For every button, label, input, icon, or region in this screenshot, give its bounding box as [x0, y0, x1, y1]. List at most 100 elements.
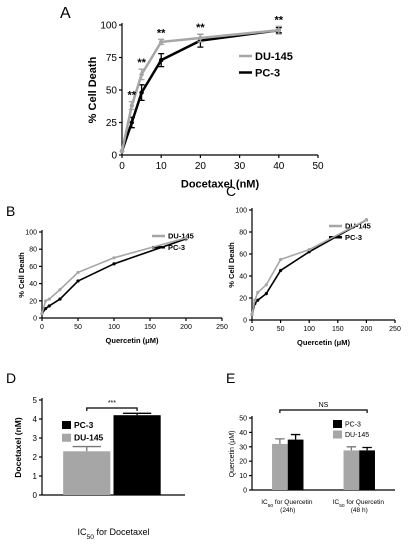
data-point — [76, 270, 80, 275]
panel-label: D — [6, 370, 16, 386]
legend-swatch — [333, 430, 342, 439]
y-axis-label: Docetaxel (nM) — [13, 417, 23, 478]
legend-label: PC-3 — [255, 67, 280, 79]
y-tick-label: 100 — [100, 21, 117, 32]
y-tick-label: 40 — [239, 430, 247, 437]
y-tick-label: 80 — [239, 229, 247, 236]
x-tick-label: 250 — [389, 326, 401, 333]
legend-swatch — [62, 421, 71, 429]
significance: ** — [137, 57, 146, 69]
significance: ** — [196, 22, 205, 34]
panel-label: E — [226, 370, 235, 386]
data-point — [307, 250, 311, 254]
legend-label: PC-3 — [345, 421, 361, 428]
data-point — [58, 288, 62, 292]
x-tick-label: 250 — [216, 324, 228, 331]
x-tick-label: 100 — [303, 326, 315, 333]
data-point — [58, 297, 62, 301]
y-tick-label: 60 — [29, 264, 37, 271]
series-line — [120, 28, 279, 152]
x-tick-label: 50 — [277, 326, 285, 333]
data-point — [256, 298, 260, 302]
data-point — [253, 298, 257, 302]
bar — [63, 451, 111, 495]
y-axis-label: % Cell Death — [227, 242, 236, 288]
data-point — [250, 312, 254, 317]
y-tick-label: 10 — [239, 473, 247, 480]
legend-label: DU-145 — [255, 51, 293, 63]
x-axis-label: Docetaxel (nM) — [181, 178, 260, 190]
legend-label: PC-3 — [168, 243, 185, 252]
panel-label: C — [226, 183, 236, 199]
y-tick-label: 20 — [239, 295, 247, 302]
x-tick-label: 50 — [312, 161, 324, 172]
x-tick-label: 30 — [234, 161, 246, 172]
data-point — [47, 304, 51, 308]
data-point — [279, 257, 283, 262]
legend-swatch — [333, 420, 342, 428]
data-point — [184, 236, 188, 240]
bar — [272, 443, 288, 490]
bar — [343, 450, 360, 490]
bar — [359, 450, 375, 490]
y-axis-label: Quercetin (μM) — [229, 431, 236, 478]
x-tick-label: 0 — [40, 324, 44, 331]
legend-label: PC-3 — [74, 420, 94, 430]
data-point — [264, 283, 268, 287]
x-tick-label: 0 — [250, 326, 254, 333]
significance: *** — [108, 400, 116, 407]
x-axis-label: Quercetin (μM) — [106, 336, 159, 345]
y-tick-label: 100 — [235, 207, 247, 214]
error-bar — [128, 101, 135, 111]
y-tick-label: 100 — [25, 229, 37, 236]
x-tick-label: 200 — [361, 326, 373, 333]
x-tick-label: 0 — [119, 161, 125, 172]
panel-label: B — [6, 203, 15, 219]
significance: NS — [319, 402, 329, 409]
data-point — [364, 218, 368, 222]
category-label: IC50 for Quercetin (48 h) — [333, 499, 386, 514]
legend-label: PC-3 — [345, 233, 362, 242]
x-tick-label: 100 — [108, 324, 120, 331]
legend-label: DU-145 — [345, 222, 371, 231]
y-tick-label: 0 — [33, 491, 38, 500]
y-tick-label: 40 — [29, 281, 37, 288]
y-tick-label: 4 — [33, 415, 38, 424]
category-label: IC50 for Quercetin (24h) — [261, 499, 314, 514]
data-point — [47, 297, 51, 301]
y-tick-label: 2 — [33, 453, 38, 462]
y-tick-label: 20 — [239, 459, 247, 466]
series-line — [41, 238, 187, 315]
y-tick-label: 30 — [239, 444, 247, 451]
legend-label: DU-145 — [74, 433, 104, 443]
data-point — [264, 292, 268, 296]
y-tick-label: 3 — [33, 434, 38, 443]
y-tick-label: 80 — [29, 247, 37, 254]
bar — [113, 415, 161, 495]
error-bar — [158, 38, 165, 46]
x-tick-label: 150 — [144, 324, 156, 331]
y-tick-label: 20 — [29, 298, 37, 305]
bar — [287, 439, 304, 490]
y-tick-label: 50 — [239, 415, 247, 422]
significance-bracket — [86, 407, 138, 411]
y-axis-label: % Cell Death — [87, 56, 99, 123]
significance: ** — [157, 27, 166, 39]
data-point — [112, 256, 116, 260]
error-bar — [72, 445, 101, 452]
y-tick-label: 50 — [106, 86, 118, 97]
series-line — [41, 237, 187, 314]
y-tick-label: 0 — [33, 315, 37, 322]
y-tick-label: 0 — [243, 317, 247, 324]
error-bar — [346, 446, 357, 451]
significance: ** — [275, 14, 284, 26]
data-point — [279, 268, 283, 273]
y-tick-label: 25 — [106, 118, 118, 129]
y-tick-label: 5 — [33, 396, 38, 405]
error-bar — [362, 446, 372, 451]
y-tick-label: 60 — [239, 251, 247, 258]
x-tick-label: 10 — [156, 161, 168, 172]
data-point — [119, 148, 125, 154]
data-point — [76, 279, 80, 283]
